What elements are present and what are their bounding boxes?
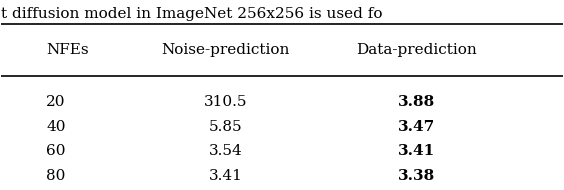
Text: Noise-prediction: Noise-prediction [162, 43, 290, 57]
Text: 5.85: 5.85 [209, 120, 243, 134]
Text: 40: 40 [46, 120, 66, 134]
Text: 80: 80 [46, 169, 65, 183]
Text: 60: 60 [46, 144, 66, 158]
Text: 3.47: 3.47 [398, 120, 435, 134]
Text: Data-prediction: Data-prediction [356, 43, 477, 57]
Text: 3.41: 3.41 [398, 144, 435, 158]
Text: t diffusion model in ImageNet 256x256 is used fo: t diffusion model in ImageNet 256x256 is… [1, 7, 383, 21]
Text: NFEs: NFEs [46, 43, 89, 57]
Text: 3.38: 3.38 [398, 169, 435, 183]
Text: 3.41: 3.41 [209, 169, 243, 183]
Text: 3.54: 3.54 [209, 144, 243, 158]
Text: 310.5: 310.5 [204, 96, 248, 109]
Text: 3.88: 3.88 [398, 96, 435, 109]
Text: 20: 20 [46, 96, 66, 109]
